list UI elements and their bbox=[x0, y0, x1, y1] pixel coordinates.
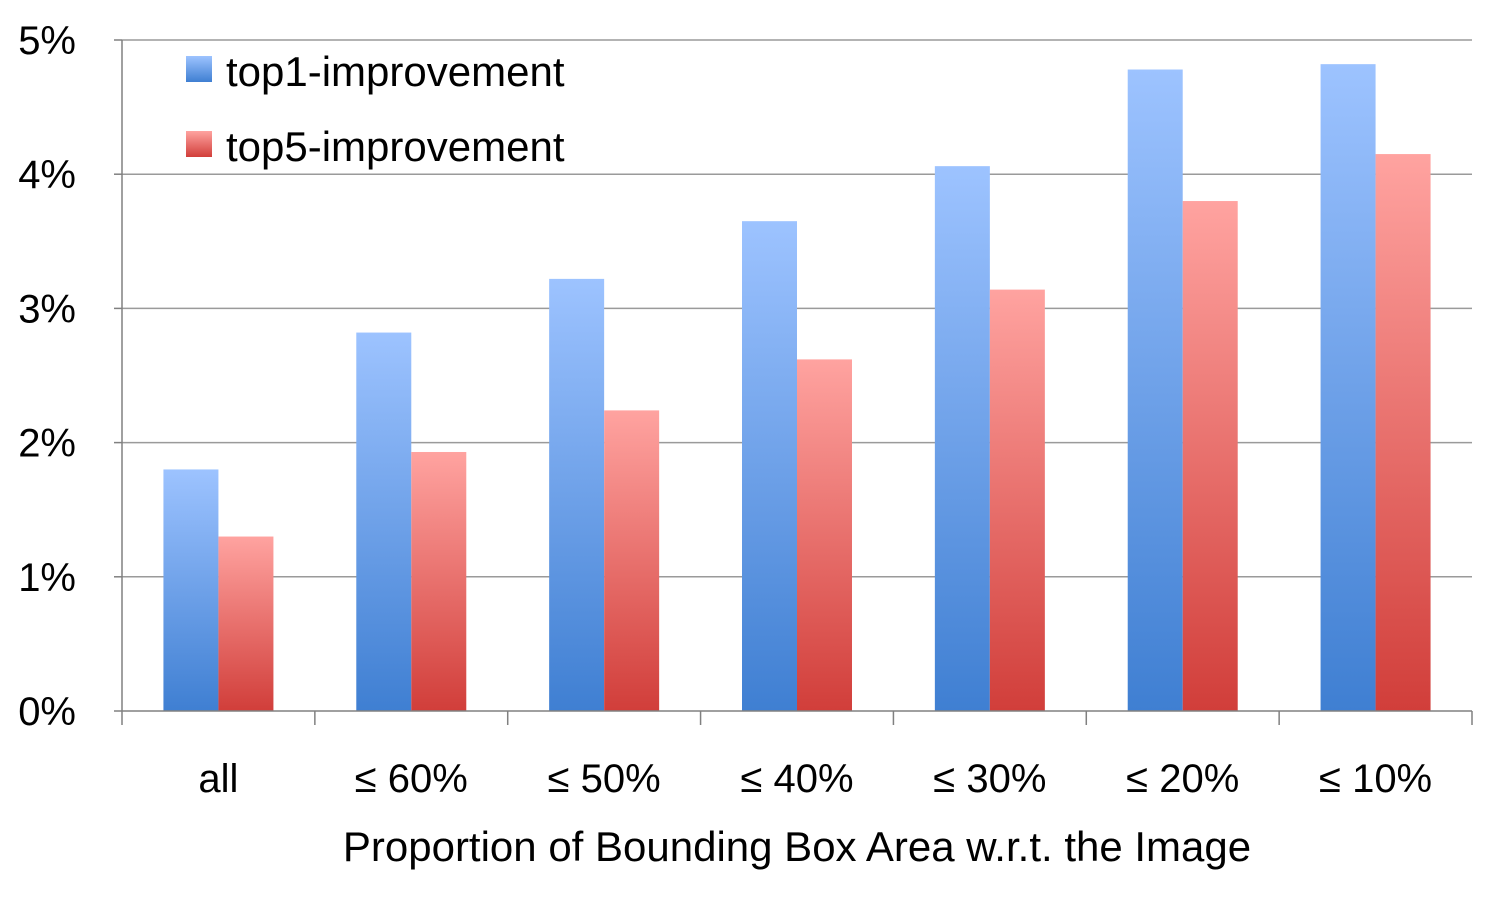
bar-top1-improvement-0 bbox=[163, 469, 219, 711]
x-tick-label: all bbox=[198, 757, 238, 801]
bar-top1-improvement-4 bbox=[934, 166, 990, 711]
bar-top1-improvement-1 bbox=[356, 332, 412, 711]
y-tick-label: 1% bbox=[18, 556, 76, 600]
legend-swatch-top1 bbox=[186, 56, 212, 82]
x-tick-label: ≤ 40% bbox=[740, 757, 853, 801]
bar-top5-improvement-4 bbox=[989, 289, 1045, 711]
y-tick-label: 4% bbox=[18, 153, 76, 197]
y-tick-label: 0% bbox=[18, 690, 76, 734]
legend-swatch-top5 bbox=[186, 131, 212, 157]
axes bbox=[121, 40, 1473, 725]
legend-label-top5: top5-improvement bbox=[226, 123, 565, 170]
y-tick-labels: 0% 1% 2% 3% 4% 5% bbox=[18, 19, 76, 734]
legend: top1-improvement top5-improvement bbox=[186, 48, 565, 170]
bar-top5-improvement-3 bbox=[797, 359, 852, 711]
legend-label-top1: top1-improvement bbox=[226, 48, 565, 95]
bar-top1-improvement-2 bbox=[549, 278, 605, 711]
y-tick-label: 3% bbox=[18, 287, 76, 331]
bar-top5-improvement-5 bbox=[1182, 201, 1238, 712]
x-tick-label: ≤ 20% bbox=[1126, 757, 1239, 801]
bar-top1-improvement-3 bbox=[742, 221, 797, 712]
x-tick-label: ≤ 60% bbox=[355, 757, 468, 801]
x-tick-label: ≤ 50% bbox=[548, 757, 661, 801]
bar-top1-improvement-6 bbox=[1320, 64, 1376, 711]
bars bbox=[163, 64, 1431, 712]
y-tick-label: 2% bbox=[18, 422, 76, 466]
x-tick-label: ≤ 30% bbox=[933, 757, 1046, 801]
x-tick-labels: all ≤ 60% ≤ 50% ≤ 40% ≤ 30% ≤ 20% ≤ 10% bbox=[198, 757, 1432, 801]
bar-top5-improvement-6 bbox=[1375, 154, 1431, 711]
bar-top5-improvement-2 bbox=[604, 410, 660, 711]
y-tick-label: 5% bbox=[18, 19, 76, 63]
x-axis-title: Proportion of Bounding Box Area w.r.t. t… bbox=[343, 823, 1251, 870]
x-tick-label: ≤ 10% bbox=[1319, 757, 1432, 801]
bar-top5-improvement-0 bbox=[218, 536, 274, 711]
bar-top5-improvement-1 bbox=[411, 451, 467, 711]
bar-top1-improvement-5 bbox=[1127, 69, 1183, 712]
